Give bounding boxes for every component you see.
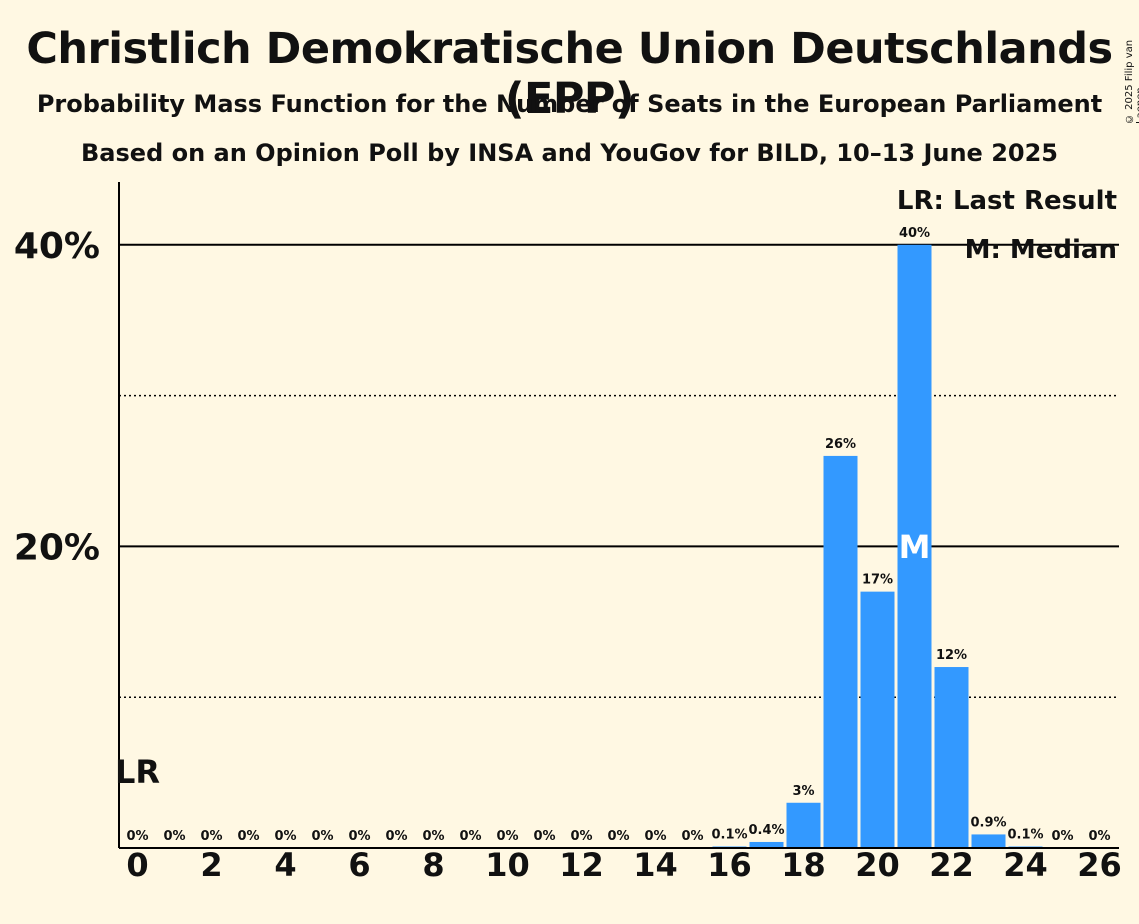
bar-value-label: 26% [825,437,856,452]
bar-value-label: 17% [862,573,893,588]
x-tick-label: 8 [422,846,444,884]
bar-value-label: 0% [274,829,296,844]
bar-value-label: 0% [681,829,703,844]
bar-value-label: 0.1% [1007,827,1043,842]
bar-value-label: 0% [163,829,185,844]
bar-seat-20 [860,591,895,848]
bar-seat-21 [897,244,932,849]
legend-median: M: Median [965,235,1117,265]
bar-seat-17 [749,841,784,848]
x-tick-label: 20 [855,846,900,884]
bar-value-label: 0% [607,829,629,844]
bar-value-label: 12% [936,648,967,663]
bar-value-label: 0% [385,829,407,844]
y-tick-label: 40% [14,226,100,267]
x-tick-label: 6 [348,846,370,884]
bar-value-label: 0% [1088,829,1110,844]
x-tick-label: 12 [559,846,604,884]
bar-value-label: 0% [422,829,444,844]
legend-last-result: LR: Last Result [897,186,1117,216]
bar-value-label: 0% [311,829,333,844]
chart-subtitle: Probability Mass Function for the Number… [36,90,1103,118]
bar-seat-19 [823,455,858,848]
y-tick-label: 20% [14,527,100,568]
bar-value-label: 0% [570,829,592,844]
x-tick-label: 2 [200,846,222,884]
x-tick-label: 10 [485,846,530,884]
bar-value-label: 0% [348,829,370,844]
bar-value-label: 3% [792,784,814,799]
last-result-marker: LR [115,753,160,791]
bar-value-label: 0% [459,829,481,844]
bar-value-label: 0% [1051,829,1073,844]
bar-value-label: 0% [533,829,555,844]
bar-value-label: 0.1% [711,827,747,842]
bar-value-label: 0% [200,829,222,844]
x-tick-label: 22 [929,846,974,884]
bar-seat-18 [786,802,821,848]
bar-value-label: 0% [237,829,259,844]
bar-seat-23 [971,834,1006,848]
bar-value-label: 0% [126,829,148,844]
x-tick-label: 18 [781,846,826,884]
x-tick-label: 26 [1077,846,1122,884]
x-tick-label: 16 [707,846,752,884]
bar-value-label: 40% [899,226,930,241]
bar-value-label: 0% [496,829,518,844]
x-tick-label: 0 [126,846,148,884]
bar-value-label: 0% [644,829,666,844]
x-tick-label: 14 [633,846,678,884]
chart-title: Christlich Demokratische Union Deutschla… [26,24,1113,124]
chart-source-subtitle: Based on an Opinion Poll by INSA and You… [81,139,1058,167]
bar-value-label: 0.4% [748,823,784,838]
x-tick-label: 24 [1003,846,1048,884]
bar-seat-22 [934,667,969,848]
x-tick-label: 4 [274,846,296,884]
median-marker: M [899,528,931,566]
bar-value-label: 0.9% [970,815,1006,830]
